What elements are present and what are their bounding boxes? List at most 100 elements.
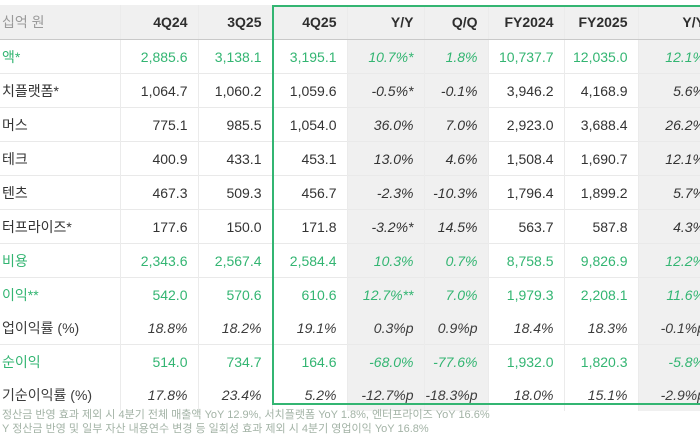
cell: 7.0%	[423, 277, 488, 311]
cell: -10.3%	[423, 175, 488, 210]
cell: 467.3	[119, 175, 198, 210]
unit-label: 십억 원	[0, 5, 120, 40]
cell: -2.3%	[346, 175, 424, 210]
table-row: 텐츠 467.3 509.3 456.7 -2.3% -10.3% 1,796.4 1,899…	[0, 175, 700, 210]
row-label: 기순이익률 (%)	[2, 386, 93, 403]
cell: 17.8%	[119, 378, 198, 411]
column-header: FY2024	[487, 5, 564, 40]
cell: 5.6%	[637, 73, 700, 108]
cell: 171.8	[271, 209, 347, 244]
cell: 7.0%	[423, 107, 488, 142]
cell: 10.7%*	[346, 39, 424, 74]
cell: 0.3%p	[346, 311, 424, 345]
cell: 1,932.0	[487, 344, 564, 378]
cell: 9,826.9	[563, 243, 638, 278]
cell: -68.0%	[346, 344, 424, 378]
cell: -0.1%p	[637, 311, 700, 345]
cell: 150.0	[197, 209, 272, 244]
cell: 26.2%	[637, 107, 700, 142]
cell: 10.3%	[346, 243, 424, 278]
row-label: 테크	[0, 141, 120, 176]
column-header: Y/Y	[637, 5, 700, 40]
cell: 2,567.4	[197, 243, 272, 278]
row-label: 머스	[0, 107, 120, 142]
cell: 1,064.7	[119, 73, 198, 108]
cell: 2,584.4	[271, 243, 347, 278]
footnote-2: Y 정산금 반영 및 일부 자산 내용연수 변경 등 일회성 효과 제외 시 4…	[2, 423, 429, 435]
cell: 1,059.6	[271, 73, 347, 108]
row-label: 이익**	[0, 277, 120, 311]
cell: 3,195.1	[271, 39, 347, 74]
cell: 18.8%	[119, 311, 198, 345]
table-row: 머스 775.1 985.5 1,054.0 36.0% 7.0% 2,923.0 3,688…	[0, 107, 700, 142]
cell: 1,508.4	[487, 141, 564, 176]
cell: 1,690.7	[563, 141, 638, 176]
cell: 0.9%p	[423, 311, 488, 345]
table-row: 액* 2,885.6 3,138.1 3,195.1 10.7%* 1.8% 10,737.…	[0, 39, 700, 74]
cell: 4,168.9	[563, 73, 638, 108]
cell: 563.7	[487, 209, 564, 244]
cell: 570.6	[197, 277, 272, 311]
cell: 23.4%	[197, 378, 272, 411]
cell: -3.2%*	[346, 209, 424, 244]
cell: 610.6	[271, 277, 347, 311]
cell: 509.3	[197, 175, 272, 210]
table-row: 업이익률 (%) 18.8% 18.2% 19.1% 0.3%p 0.9%p 18.4% 18…	[0, 311, 700, 345]
table-row: 기순이익률 (%) 17.8% 23.4% 5.2% -12.7%p -18.3%p 18.…	[0, 378, 700, 411]
cell: 12.1%	[637, 141, 700, 176]
cell: 18.4%	[487, 311, 564, 345]
cell: -0.5%*	[346, 73, 424, 108]
cell: 1,796.4	[487, 175, 564, 210]
row-label: 업이익률 (%)	[2, 319, 80, 336]
cell: 1,820.3	[563, 344, 638, 378]
cell: 734.7	[197, 344, 272, 378]
cell: 177.6	[119, 209, 198, 244]
cell: 13.0%	[346, 141, 424, 176]
column-header: FY2025	[563, 5, 638, 40]
table-row: 비용 2,343.6 2,567.4 2,584.4 10.3% 0.7% 8,758.5 9…	[0, 243, 700, 278]
cell: 8,758.5	[487, 243, 564, 278]
cell: 1.8%	[423, 39, 488, 74]
row-label: 텐츠	[0, 175, 120, 210]
table-row: 순이익 514.0 734.7 164.6 -68.0% -77.6% 1,932.0 1,8…	[0, 344, 700, 378]
cell: 456.7	[271, 175, 347, 210]
cell: 542.0	[119, 277, 198, 311]
cell: 0.7%	[423, 243, 488, 278]
table-row: 이익** 542.0 570.6 610.6 12.7%** 7.0% 1,979.3 2,2…	[0, 277, 700, 311]
cell: 5.2%	[271, 378, 347, 411]
cell: 164.6	[271, 344, 347, 378]
cell: 2,885.6	[119, 39, 198, 74]
cell: 10,737.7	[487, 39, 564, 74]
column-header: 4Q25	[271, 5, 347, 40]
cell: 1,054.0	[271, 107, 347, 142]
cell: 3,946.2	[487, 73, 564, 108]
row-label: 터프라이즈*	[0, 209, 120, 244]
cell: -0.1%	[423, 73, 488, 108]
cell: 2,208.1	[563, 277, 638, 311]
cell: 12.2%	[637, 243, 700, 278]
row-label: 액*	[2, 48, 21, 65]
column-header: Y/Y	[346, 5, 424, 40]
cell: 18.3%	[563, 311, 638, 345]
cell: 18.0%	[487, 378, 564, 411]
cell: 453.1	[271, 141, 347, 176]
cell: 514.0	[119, 344, 198, 378]
cell: 18.2%	[197, 311, 272, 345]
cell: -18.3%p	[423, 378, 488, 411]
footnotes: 정산금 반영 효과 제외 시 4분기 전체 매출액 YoY 12.9%, 서치플…	[2, 408, 490, 436]
cell: 19.1%	[271, 311, 347, 345]
cell: 1,899.2	[563, 175, 638, 210]
column-header: Q/Q	[423, 5, 488, 40]
cell: 5.7%	[637, 175, 700, 210]
cell: 2,923.0	[487, 107, 564, 142]
cell: 15.1%	[563, 378, 638, 411]
table-row: 치플랫폼* 1,064.7 1,060.2 1,059.6 -0.5%* -0.1% 3,9…	[0, 73, 700, 108]
column-header: 3Q25	[197, 5, 272, 40]
cell: 3,138.1	[197, 39, 272, 74]
cell: 12,035.0	[563, 39, 638, 74]
column-header: 4Q24	[119, 5, 198, 40]
row-label: 순이익	[0, 344, 120, 378]
row-label: 치플랫폼*	[0, 73, 120, 108]
